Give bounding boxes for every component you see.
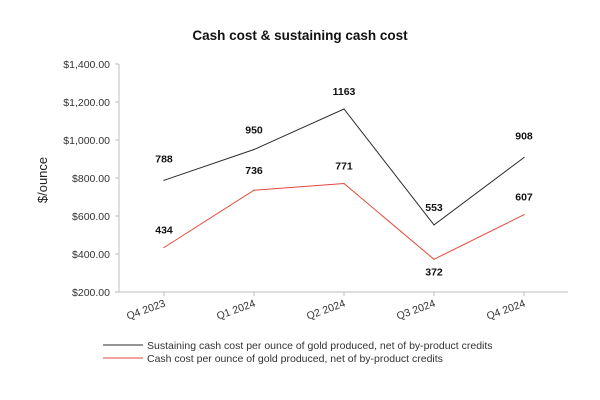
y-axis-ticks: $200.00 $400.00 $600.00 $800.00 $1,000.00 $1,… [63, 59, 119, 299]
cash-cost-line [163, 182, 525, 260]
sustaining-cash-cost-data-label: 1163 [333, 86, 356, 98]
cash-cost-data-label: 607 [515, 192, 533, 204]
x-tick-label: Q1 2024 [215, 297, 257, 322]
cash-cost-data-label: 736 [245, 165, 263, 177]
legend-label-sustaining: Sustaining cash cost per ounce of gold p… [147, 340, 493, 352]
y-tick-label: $200.00 [72, 287, 110, 299]
x-tick-label: Q3 2024 [395, 297, 437, 322]
cash-cost-data-label: 434 [155, 225, 173, 237]
cash-cost-data-label: 372 [425, 266, 443, 278]
sustaining-cash-cost-point [523, 156, 525, 159]
legend: Sustaining cash cost per ounce of gold p… [103, 340, 493, 365]
y-tick-label: $1,200.00 [63, 97, 110, 109]
cash-cost-point [433, 258, 435, 260]
sustaining-cash-cost-data-label: 553 [425, 202, 443, 214]
cash-cost-point [523, 214, 525, 216]
y-tick-label: $400.00 [72, 249, 110, 261]
cash-cost-point [163, 246, 165, 249]
y-tick-label: $1,000.00 [63, 135, 110, 147]
sustaining-cash-cost-point [343, 108, 345, 110]
legend-label-cash-cost: Cash cost per ounce of gold produced, ne… [147, 353, 443, 365]
x-tick-label: Q4 2023 [125, 297, 167, 322]
sustaining-cash-cost-data-label: 788 [155, 153, 173, 165]
x-axis-ticks: Q4 2023 Q1 2024 Q2 2024 Q3 2024 Q4 2024 [125, 292, 527, 323]
axes [118, 64, 568, 293]
y-tick-label: $1,400.00 [63, 59, 110, 71]
chart-title: Cash cost & sustaining cash cost [192, 28, 408, 43]
x-tick-label: Q2 2024 [305, 297, 347, 322]
y-axis-label: $/ounce [35, 157, 50, 203]
sustaining-cash-cost-data-label: 950 [245, 125, 263, 137]
sustaining-cash-cost-point [253, 148, 255, 151]
cash-cost-point [343, 182, 345, 185]
data-labels: 788 950 1163 553 908 434 736 771 372 607 [155, 86, 533, 278]
x-tick-label: Q4 2024 [485, 297, 527, 322]
cash-cost-point [253, 189, 255, 191]
series-lines [163, 108, 525, 260]
y-tick-label: $800.00 [72, 173, 110, 185]
y-tick-label: $600.00 [72, 211, 110, 223]
sustaining-cash-cost-data-label: 908 [515, 130, 533, 142]
sustaining-cash-cost-point [433, 224, 435, 226]
sustaining-cash-cost-point [163, 179, 165, 181]
cash-cost-data-label: 771 [335, 161, 353, 173]
